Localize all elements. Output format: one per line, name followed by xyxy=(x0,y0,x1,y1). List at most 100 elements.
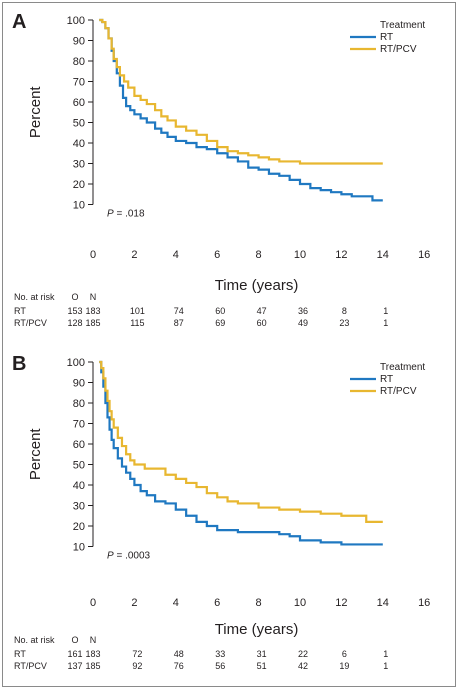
legend-title: Treatment xyxy=(380,362,425,373)
risk-header-o: O xyxy=(71,635,78,645)
x-tick-label: 12 xyxy=(335,249,347,261)
figure-frame xyxy=(2,2,456,687)
risk-n: 185 xyxy=(85,661,100,671)
risk-value: 69 xyxy=(215,318,225,328)
risk-n: 183 xyxy=(85,649,100,659)
risk-value: 1 xyxy=(383,306,388,316)
risk-header: No. at risk xyxy=(14,292,55,302)
risk-row-label: RT xyxy=(14,306,26,316)
y-tick-label: 30 xyxy=(73,159,85,171)
x-tick-label: 16 xyxy=(418,249,430,261)
series-line-rt xyxy=(99,360,383,546)
p-symbol: P xyxy=(107,209,114,220)
y-tick-label: 60 xyxy=(73,439,85,451)
risk-value: 51 xyxy=(257,661,267,671)
risk-header-o: O xyxy=(71,292,78,302)
y-tick-label: 40 xyxy=(73,480,85,492)
risk-header-n: N xyxy=(90,292,97,302)
panel-letter: B xyxy=(12,353,26,375)
x-tick-label: 16 xyxy=(418,597,430,609)
y-tick-label: 100 xyxy=(67,15,85,27)
legend-entry: RT xyxy=(380,32,393,43)
x-tick-label: 4 xyxy=(173,249,179,261)
risk-value: 60 xyxy=(215,306,225,316)
y-tick-label: 80 xyxy=(73,56,85,68)
risk-value: 92 xyxy=(132,661,142,671)
risk-value: 8 xyxy=(342,306,347,316)
legend-entry: RT xyxy=(380,374,393,385)
y-tick-label: 100 xyxy=(67,357,85,369)
legend-title: Treatment xyxy=(380,20,425,31)
y-tick-label: 60 xyxy=(73,97,85,109)
risk-value: 48 xyxy=(174,649,184,659)
risk-value: 74 xyxy=(174,306,184,316)
x-tick-label: 6 xyxy=(214,249,220,261)
risk-row-label: RT/PCV xyxy=(14,318,47,328)
p-symbol: P xyxy=(107,551,114,562)
risk-n: 185 xyxy=(85,318,100,328)
risk-value: 115 xyxy=(130,318,144,328)
risk-value: 60 xyxy=(257,318,267,328)
x-tick-label: 12 xyxy=(335,597,347,609)
x-tick-label: 4 xyxy=(173,597,179,609)
y-axis-label: Percent xyxy=(27,428,44,481)
series-line-rtpcv xyxy=(99,360,383,523)
risk-value: 23 xyxy=(339,318,349,328)
y-tick-label: 50 xyxy=(73,118,85,130)
risk-value: 6 xyxy=(342,649,347,659)
legend-entry: RT/PCV xyxy=(380,386,417,397)
risk-value: 72 xyxy=(132,649,142,659)
y-tick-label: 70 xyxy=(73,77,85,89)
x-tick-label: 14 xyxy=(377,597,389,609)
risk-n: 183 xyxy=(85,306,100,316)
risk-header-n: N xyxy=(90,635,97,645)
x-tick-label: 8 xyxy=(256,249,262,261)
risk-value: 33 xyxy=(215,649,225,659)
x-tick-label: 2 xyxy=(131,249,137,261)
y-tick-label: 90 xyxy=(73,36,85,48)
y-tick-label: 20 xyxy=(73,521,85,533)
y-tick-label: 80 xyxy=(73,398,85,410)
legend-entry: RT/PCV xyxy=(380,44,417,55)
y-axis-label: Percent xyxy=(27,86,44,139)
series-line-rt xyxy=(99,18,383,202)
risk-value: 1 xyxy=(383,649,388,659)
risk-row-label: RT xyxy=(14,649,26,659)
p-number: = .018 xyxy=(114,209,145,220)
x-tick-label: 6 xyxy=(214,597,220,609)
x-axis-label: Time (years) xyxy=(215,621,299,638)
x-axis-label: Time (years) xyxy=(215,277,299,294)
x-tick-label: 2 xyxy=(131,597,137,609)
risk-value: 42 xyxy=(298,661,308,671)
risk-value: 49 xyxy=(298,318,308,328)
risk-value: 1 xyxy=(383,318,388,328)
risk-o: 137 xyxy=(67,661,82,671)
y-tick-label: 70 xyxy=(73,419,85,431)
risk-o: 128 xyxy=(67,318,82,328)
y-tick-label: 10 xyxy=(73,542,85,554)
y-tick-label: 10 xyxy=(73,200,85,212)
risk-value: 101 xyxy=(130,306,145,316)
risk-value: 76 xyxy=(174,661,184,671)
risk-row-label: RT/PCV xyxy=(14,661,47,671)
x-tick-label: 0 xyxy=(90,249,96,261)
series-line-rtpcv xyxy=(99,18,383,165)
p-value: P = .0003 xyxy=(107,551,151,562)
x-tick-label: 10 xyxy=(294,597,306,609)
y-tick-label: 30 xyxy=(73,501,85,513)
risk-header: No. at risk xyxy=(14,635,55,645)
x-tick-label: 0 xyxy=(90,597,96,609)
risk-value: 19 xyxy=(339,661,349,671)
y-tick-label: 90 xyxy=(73,378,85,390)
risk-o: 153 xyxy=(67,306,82,316)
p-number: = .0003 xyxy=(114,551,151,562)
risk-value: 56 xyxy=(215,661,225,671)
x-tick-label: 10 xyxy=(294,249,306,261)
y-tick-label: 40 xyxy=(73,138,85,150)
risk-value: 22 xyxy=(298,649,308,659)
risk-value: 31 xyxy=(257,649,267,659)
x-tick-label: 14 xyxy=(377,249,389,261)
panel-letter: A xyxy=(12,11,26,33)
